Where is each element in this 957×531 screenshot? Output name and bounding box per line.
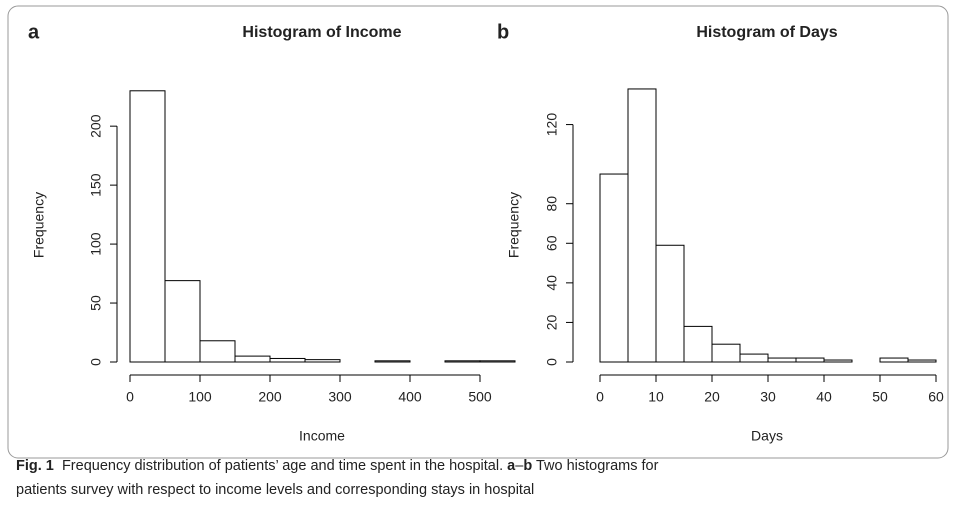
x-tick-label: 20 <box>704 389 720 405</box>
caption-text: Frequency distribution of patients’ age … <box>61 458 504 474</box>
chart-title: Histogram of Income <box>242 24 401 41</box>
x-tick-label: 400 <box>398 389 422 405</box>
y-tick-label: 0 <box>544 358 560 366</box>
bar <box>767 357 797 363</box>
y-tick-label: 120 <box>544 113 560 137</box>
caption-line-2: patients survey with respect to income l… <box>16 482 535 498</box>
caption-dash: – <box>515 458 524 474</box>
bar <box>683 325 713 363</box>
x-tick-label: 0 <box>596 389 604 405</box>
bar <box>739 353 769 363</box>
bar <box>711 343 741 363</box>
x-tick-label: 500 <box>468 389 492 405</box>
y-tick-label: 80 <box>544 196 560 212</box>
x-tick-label: 10 <box>648 389 664 405</box>
bar <box>823 359 853 363</box>
bar <box>627 88 657 363</box>
y-tick-label: 0 <box>88 358 104 366</box>
y-tick-label: 40 <box>544 275 560 291</box>
bar <box>479 360 516 363</box>
y-tick-label: 200 <box>88 114 104 138</box>
x-tick-label: 40 <box>816 389 832 405</box>
y-tick-label: 100 <box>88 232 104 256</box>
bar <box>795 357 825 363</box>
x-tick-label: 200 <box>258 389 282 405</box>
bar <box>234 355 271 363</box>
chart-title: Histogram of Days <box>696 24 837 41</box>
bar <box>199 340 236 363</box>
panel-label: b <box>497 21 509 43</box>
bar <box>444 360 481 363</box>
caption-line-1: Fig. 1 Frequency distribution of patient… <box>16 458 658 474</box>
panel-label: a <box>28 21 40 43</box>
bar <box>879 357 909 363</box>
x-tick-label: 30 <box>760 389 776 405</box>
x-axis-title: Income <box>299 428 345 444</box>
caption-label: Fig. 1 <box>16 458 54 474</box>
caption-from: a <box>507 458 516 474</box>
bar <box>269 357 306 363</box>
bar <box>907 359 937 363</box>
bar <box>164 280 201 363</box>
x-tick-label: 300 <box>328 389 352 405</box>
y-tick-label: 150 <box>88 173 104 197</box>
bar <box>374 360 411 363</box>
x-tick-label: 50 <box>872 389 888 405</box>
y-axis-title: Frequency <box>31 192 47 258</box>
y-tick-label: 60 <box>544 235 560 251</box>
y-tick-label: 50 <box>88 295 104 311</box>
x-tick-label: 100 <box>188 389 212 405</box>
bar <box>129 90 166 363</box>
x-tick-label: 60 <box>928 389 944 405</box>
caption-rest: Two histograms for <box>535 458 659 474</box>
caption-to: b <box>523 458 533 474</box>
bar <box>655 244 685 363</box>
y-tick-label: 20 <box>544 314 560 330</box>
x-axis-title: Days <box>751 428 783 444</box>
bar <box>599 173 629 363</box>
y-axis-title: Frequency <box>506 192 522 258</box>
bar <box>304 359 341 363</box>
x-tick-label: 0 <box>126 389 134 405</box>
figure-frame <box>7 5 949 459</box>
